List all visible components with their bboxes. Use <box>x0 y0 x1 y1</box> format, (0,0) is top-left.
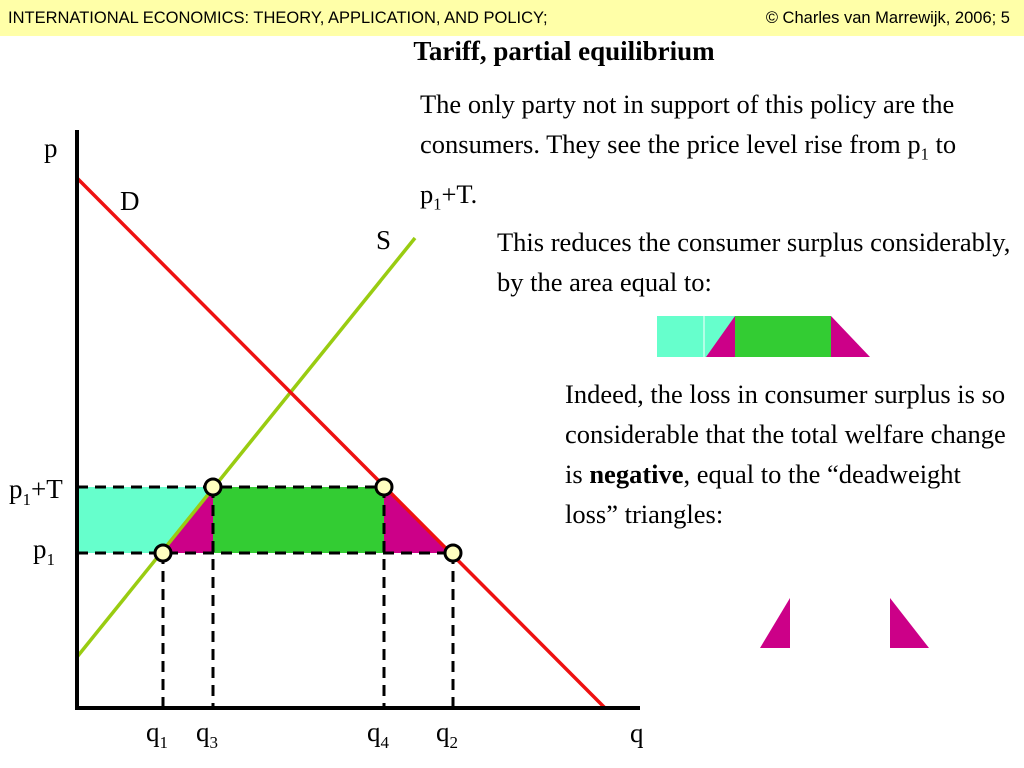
slide-header: INTERNATIONAL ECONOMICS: THEORY, APPLICA… <box>0 0 1024 36</box>
paragraph-surplus: This reduces the consumer surplus consid… <box>497 227 1011 297</box>
q1-label: q1 <box>146 717 168 752</box>
header-book-title: INTERNATIONAL ECONOMICS: THEORY, APPLICA… <box>8 9 548 27</box>
supply-label: S <box>376 225 391 255</box>
para1-sub-b: 1 <box>433 194 442 214</box>
price-high-suffix: +T <box>31 474 63 504</box>
deadweight-legend-left <box>760 598 790 648</box>
price-high-base: p <box>9 474 23 504</box>
para1-text-a: The only party not in support of this po… <box>420 89 955 159</box>
price-low-label: p1 <box>33 534 55 569</box>
para1-sub-a: 1 <box>920 144 929 164</box>
paragraph-consumers: The only party not in support of this po… <box>420 84 1000 225</box>
para3-text-b: , equal to the “deadweight loss” triangl… <box>565 459 961 529</box>
header-copyright: © Charles van Marrewijk, 2006; 5 <box>765 9 1010 27</box>
deadweight-legend-right <box>890 598 929 648</box>
q2-label: q2 <box>436 717 458 752</box>
supply-line <box>75 236 417 659</box>
slide-title: Tariff, partial equilibrium <box>413 36 715 66</box>
demand-label: D <box>120 186 140 216</box>
green-area <box>213 487 384 553</box>
para1-text-c: +T. <box>441 179 478 210</box>
price-high-sub: 1 <box>23 490 32 509</box>
q3-label: q3 <box>196 717 218 752</box>
price-high-label: p1+T <box>9 474 63 509</box>
demand-line <box>75 176 607 710</box>
price-low-base: p <box>33 534 47 564</box>
legend-magenta-right <box>831 316 870 357</box>
axis-y-label: p <box>44 133 58 163</box>
para3-text-a: Indeed, the loss in consumer surplus is … <box>565 379 1006 489</box>
legend-green <box>735 316 831 357</box>
paragraph-deadweight: Indeed, the loss in consumer surplus is … <box>565 374 1015 534</box>
point-q4-p1t <box>374 477 394 497</box>
para1-text-b: to p <box>420 129 957 210</box>
surplus-loss-legend <box>657 316 870 357</box>
para3-bold-negative: negative <box>589 459 684 489</box>
point-q1-p1 <box>153 543 173 563</box>
q4-label: q4 <box>367 717 390 752</box>
price-low-sub: 1 <box>47 550 56 569</box>
point-q3-p1t <box>203 477 223 497</box>
axis-x-label: q <box>630 718 644 748</box>
legend-magenta-left <box>706 316 735 357</box>
point-q2-p1 <box>443 543 463 563</box>
